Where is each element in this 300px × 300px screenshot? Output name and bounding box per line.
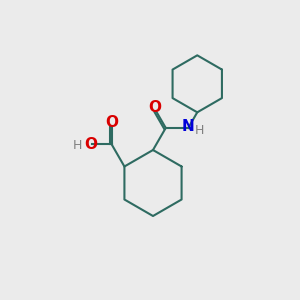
Text: H: H [195, 124, 204, 137]
Text: O: O [84, 137, 97, 152]
Text: N: N [182, 119, 195, 134]
Text: O: O [148, 100, 161, 115]
Text: H: H [73, 139, 83, 152]
Text: O: O [105, 115, 118, 130]
